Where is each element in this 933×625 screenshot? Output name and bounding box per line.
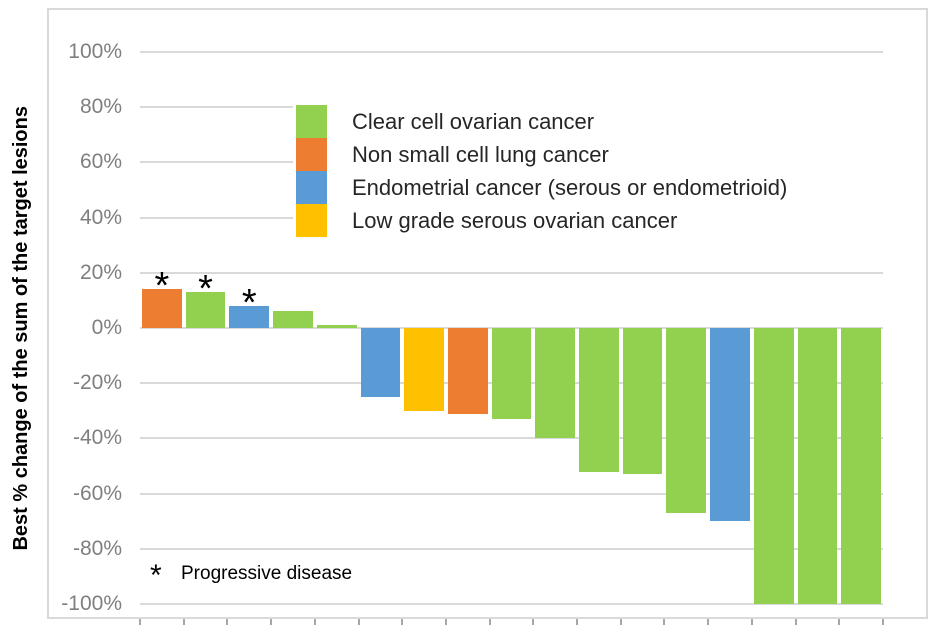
- bar-patient-11-clear_cell: [579, 328, 619, 472]
- legend-label: Non small cell lung cancer: [352, 142, 609, 167]
- x-axis-tick: [357, 619, 360, 625]
- bar-patient-10-clear_cell: [535, 328, 576, 439]
- gridline-20%: [140, 271, 883, 274]
- x-axis-tick: [838, 619, 841, 625]
- gridline--100%: [140, 603, 883, 605]
- legend-item-endometrial: Endometrial cancer (serous or endometrio…: [293, 171, 885, 204]
- bar-patient-8-nsclc: [447, 328, 488, 414]
- x-axis-tick: [794, 619, 797, 625]
- x-axis-tick: [576, 619, 579, 625]
- x-axis-tick: [401, 619, 404, 625]
- gridline--80%: [140, 547, 883, 550]
- legend-swatch-clear-cell: [296, 105, 327, 138]
- bar-patient-15-clear_cell: [753, 328, 794, 604]
- y-tick-label: -80%: [72, 536, 122, 560]
- legend-item-nsclc: Non small cell lung cancer: [293, 138, 885, 171]
- x-axis-tick: [532, 619, 535, 625]
- legend-swatch-low-grade-serous: [296, 204, 327, 237]
- x-axis-tick: [488, 619, 491, 625]
- legend-label: Clear cell ovarian cancer: [352, 109, 595, 134]
- legend: Clear cell ovarian cancer Non small cell…: [293, 100, 885, 240]
- legend-swatch-nsclc: [296, 138, 327, 171]
- x-axis-tick: [313, 619, 316, 625]
- bar-patient-14-endometrial: [710, 328, 750, 522]
- bar-patient-13-clear_cell: [666, 328, 707, 513]
- progressive-disease-marker: *: [198, 268, 213, 311]
- bar-patient-16-clear_cell: [797, 328, 838, 604]
- y-tick-label: 0%: [91, 316, 122, 339]
- bar-patient-2-clear_cell: [185, 292, 226, 328]
- y-tick-label: -40%: [72, 426, 122, 450]
- bar-patient-4-clear_cell: [273, 311, 313, 328]
- progressive-disease-marker: *: [241, 281, 257, 324]
- x-axis-tick: [444, 619, 447, 625]
- legend-swatch-endometrial: [296, 171, 327, 204]
- chart-border-box: [47, 8, 928, 619]
- legend-label: Low grade serous ovarian cancer: [352, 208, 678, 233]
- y-tick-label: -20%: [72, 371, 122, 395]
- y-tick-label: 60%: [79, 150, 122, 174]
- gridline-100%: [140, 51, 883, 53]
- y-tick-label: -100%: [61, 592, 122, 615]
- x-axis-tick: [226, 619, 229, 625]
- x-axis-tick: [663, 619, 666, 625]
- x-axis-tick: [619, 619, 622, 625]
- legend-item-low-grade-serous: Low grade serous ovarian cancer: [293, 204, 885, 237]
- bar-patient-9-clear_cell: [491, 328, 532, 420]
- gridline--40%: [140, 437, 883, 440]
- gridline--60%: [140, 492, 883, 495]
- y-tick-label: 40%: [79, 205, 122, 229]
- y-tick-label: 80%: [79, 95, 122, 119]
- bar-patient-7-low_grade_serous: [404, 328, 444, 411]
- bar-patient-17-clear_cell: [841, 328, 881, 604]
- bar-patient-1-nsclc: [142, 289, 182, 328]
- footnote-label: Progressive disease: [181, 563, 353, 584]
- x-axis-tick: [882, 619, 884, 625]
- y-tick-label: 100%: [68, 40, 122, 63]
- bar-patient-5-clear_cell: [316, 325, 357, 328]
- x-axis-tick: [707, 619, 710, 625]
- y-tick-label: 20%: [79, 260, 122, 284]
- x-axis-tick: [270, 619, 273, 625]
- x-axis-tick: [750, 619, 753, 625]
- x-axis-tick: [139, 619, 141, 625]
- bar-patient-12-clear_cell: [622, 328, 663, 475]
- legend-label: Endometrial cancer (serous or endometrio…: [352, 175, 788, 200]
- bar-patient-3-endometrial: [229, 305, 270, 328]
- progressive-disease-marker: *: [154, 265, 170, 308]
- y-tick-label: -60%: [72, 481, 122, 505]
- bar-patient-6-endometrial: [360, 328, 401, 397]
- footnote-asterisk: *: [150, 559, 162, 592]
- x-axis-tick: [182, 619, 185, 625]
- legend-item-clear-cell: Clear cell ovarian cancer: [293, 105, 885, 138]
